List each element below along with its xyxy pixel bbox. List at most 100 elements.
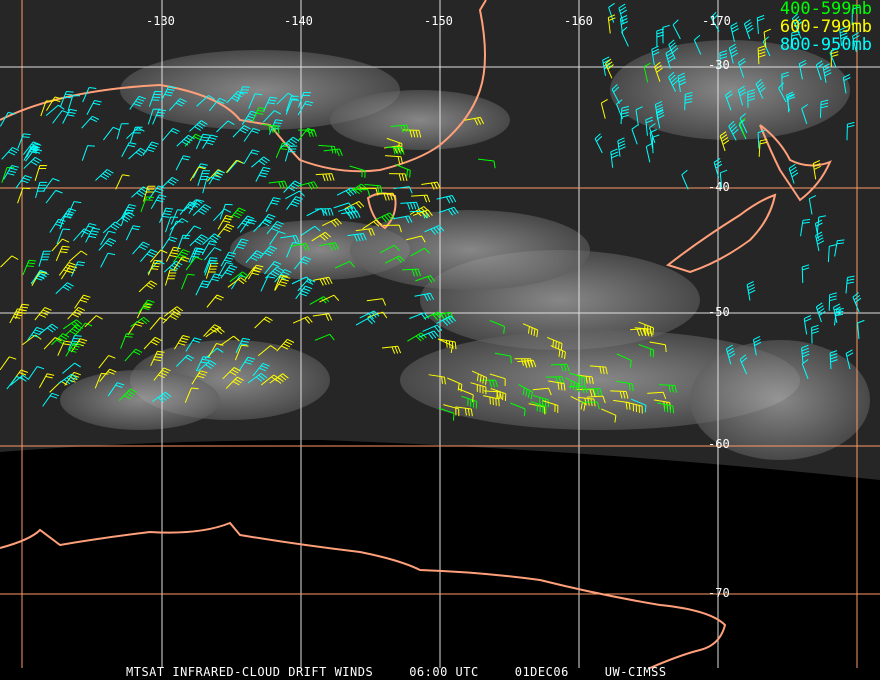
wind-barb <box>438 407 455 421</box>
wind-barb <box>289 242 310 251</box>
wind-barb <box>829 47 837 68</box>
wind-barb <box>845 349 854 370</box>
wind-barb <box>192 204 212 216</box>
wind-barb <box>239 218 257 233</box>
wind-barb <box>392 215 413 224</box>
wind-barb <box>656 108 665 129</box>
wind-barb <box>781 71 789 91</box>
wind-barb <box>102 126 121 141</box>
wind-barb <box>616 99 623 120</box>
wind-barb <box>293 256 312 270</box>
lon-label: -150 <box>424 14 453 28</box>
wind-barb <box>228 207 246 221</box>
wind-barb <box>367 311 388 319</box>
wind-barb <box>179 201 197 216</box>
wind-barb <box>532 394 549 408</box>
wind-barb <box>684 92 693 111</box>
wind-barb <box>400 201 420 210</box>
wind-barb <box>384 255 405 264</box>
wind-barb <box>162 311 181 324</box>
wind-barb <box>140 196 154 213</box>
wind-barb <box>185 337 202 352</box>
wind-barb <box>565 377 581 393</box>
wind-barb <box>153 367 171 381</box>
wind-barb <box>217 262 234 277</box>
wind-barb <box>321 218 342 228</box>
wind-barb <box>35 181 48 198</box>
wind-barb <box>301 225 321 236</box>
wind-barb <box>611 84 620 104</box>
wind-barb <box>719 50 728 69</box>
wind-barb <box>510 402 526 417</box>
wind-barb <box>314 333 335 341</box>
wind-barb <box>364 183 383 194</box>
wind-barb <box>421 181 441 190</box>
wind-barb <box>86 100 102 115</box>
wind-barb <box>286 242 300 258</box>
wind-barb <box>311 231 332 242</box>
wind-barb <box>455 406 473 417</box>
caption-source: UW-CIMSS <box>604 665 667 679</box>
wind-barb <box>665 48 675 69</box>
wind-barb <box>100 230 116 246</box>
wind-barb <box>98 355 116 369</box>
wind-barb <box>581 401 600 410</box>
wind-barb <box>220 264 238 279</box>
wind-barb <box>464 116 485 126</box>
wind-barb <box>747 89 756 108</box>
wind-barb <box>269 231 286 245</box>
wind-barb <box>98 237 117 251</box>
wind-barb <box>635 106 643 126</box>
wind-barb <box>351 188 371 197</box>
wind-barb <box>801 344 810 364</box>
wind-barb <box>264 261 282 275</box>
wind-barb <box>298 181 319 190</box>
wind-barb <box>25 143 42 158</box>
wind-barb <box>600 98 608 119</box>
wind-barb <box>758 138 768 157</box>
wind-barb <box>162 127 180 141</box>
wind-barb <box>143 336 162 350</box>
wind-barb <box>753 335 762 356</box>
wind-barb <box>728 120 739 141</box>
wind-barb <box>64 371 81 386</box>
wind-barb <box>27 366 45 381</box>
wind-barb <box>359 310 380 320</box>
wind-barb <box>283 180 302 193</box>
wind-barb <box>197 170 211 186</box>
wind-barb <box>829 350 838 369</box>
wind-barb <box>85 227 101 243</box>
wind-barb <box>132 241 150 255</box>
wind-barb <box>402 268 421 277</box>
wind-barb <box>248 93 263 109</box>
wind-barb <box>819 99 829 118</box>
wind-barb <box>265 197 281 212</box>
wind-barb <box>366 298 387 306</box>
wind-barb <box>852 292 862 313</box>
wind-barb <box>478 158 496 169</box>
wind-barb <box>550 363 570 372</box>
wind-barb <box>60 91 74 107</box>
wind-barb <box>147 108 161 125</box>
wind-barb <box>60 265 78 280</box>
wind-barb <box>385 155 403 164</box>
wind-barb <box>725 344 736 365</box>
wind-barb <box>219 203 233 220</box>
wind-barb <box>23 141 41 155</box>
wind-barb <box>291 276 312 285</box>
wind-barb <box>336 187 357 197</box>
lat-label: -60 <box>708 437 730 451</box>
wind-barb <box>489 373 506 387</box>
wind-barb <box>428 374 446 385</box>
coastline-new-zealand-south <box>665 193 777 274</box>
wind-barb <box>161 236 178 251</box>
wind-barb <box>56 228 71 245</box>
wind-barb <box>739 113 748 134</box>
wind-barb <box>739 354 748 375</box>
wind-barb <box>762 36 771 57</box>
wind-barb <box>608 2 615 23</box>
wind-barb <box>787 93 796 113</box>
wind-barb <box>280 235 300 243</box>
wind-barb <box>613 399 631 410</box>
wind-barb <box>546 336 563 351</box>
